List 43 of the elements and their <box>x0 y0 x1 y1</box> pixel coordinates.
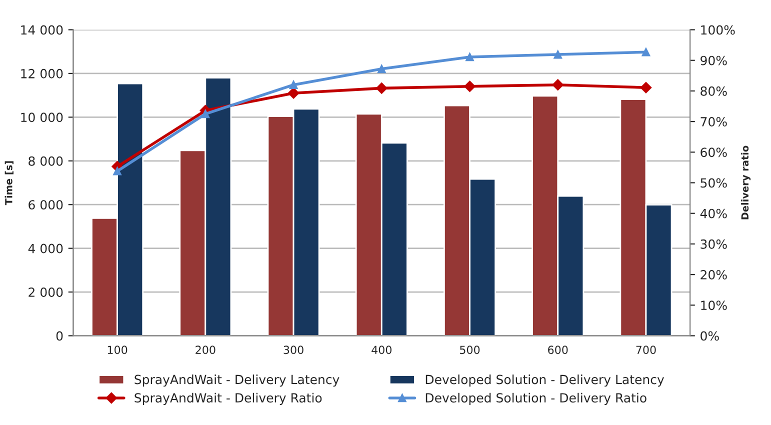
y2-tick-label: 80% <box>700 86 727 96</box>
y-tick-label: 6 000 <box>28 200 63 210</box>
y2-tick-label: 90% <box>700 56 727 66</box>
point <box>289 80 298 89</box>
legend-label: Developed Solution - Delivery Latency <box>426 374 664 387</box>
y-tick-label: 2 000 <box>28 288 63 297</box>
x-tick-label: 100 <box>108 346 128 354</box>
point <box>554 50 562 59</box>
x-tick-label: 300 <box>284 346 304 354</box>
point <box>113 166 122 176</box>
x-tick-label: 400 <box>372 346 392 354</box>
legend-label: SprayAndWait - Delivery Latency <box>134 374 340 387</box>
y2-tick-label: 40% <box>700 208 727 218</box>
y2-tick-label: 10% <box>701 300 727 310</box>
x-tick-label: 200 <box>196 346 216 354</box>
y2-tick-label: 0% <box>700 331 719 341</box>
point <box>376 82 388 94</box>
y2-tick-label: 50% <box>700 178 727 188</box>
point <box>552 79 564 90</box>
x-tick-label: 600 <box>548 346 568 354</box>
y-tick-label: 12 000 <box>21 68 63 78</box>
point <box>640 82 652 94</box>
x-tick-label: 700 <box>636 346 656 354</box>
y2-tick-label: 20% <box>700 270 727 280</box>
point <box>466 52 474 62</box>
y-tick-label: 8 000 <box>28 156 63 166</box>
y-tick-label: 10 000 <box>21 112 63 122</box>
y2-axis-title: Delivery ratio <box>741 146 751 220</box>
point <box>642 48 650 56</box>
point <box>377 64 386 74</box>
y-axis-title: Time [s] <box>4 161 14 206</box>
y-tick-label: 14 000 <box>21 25 63 35</box>
y2-tick-label: 100% <box>701 25 735 35</box>
y-tick-label: 0 <box>56 331 63 341</box>
y2-tick-label: 30% <box>700 239 727 249</box>
y-tick-label: 4 000 <box>28 244 63 254</box>
y2-tick-label: 60% <box>700 148 727 158</box>
point <box>201 110 210 118</box>
legend-label: SprayAndWait - Delivery Ratio <box>134 392 322 405</box>
x-tick-label: 500 <box>460 346 480 354</box>
legend-label: Developed Solution - Delivery Ratio <box>426 392 646 405</box>
point <box>464 80 476 92</box>
y2-tick-label: 70% <box>700 117 727 126</box>
